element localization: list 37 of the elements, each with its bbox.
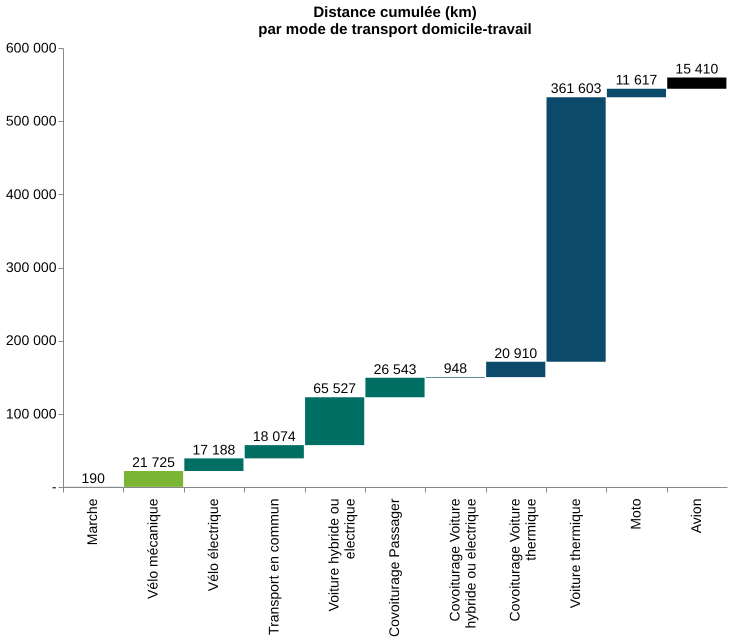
x-tick-label: Voiture thermique: [567, 498, 584, 608]
bar: [486, 362, 546, 378]
y-tick-label: 200 000: [6, 332, 57, 348]
x-tick-label: Transport en commun: [265, 498, 282, 635]
x-tick-label: Voiture hybride ou electrique: [326, 498, 358, 612]
data-label: 18 074: [252, 428, 296, 444]
x-tick-label: Covoiturage Passager: [386, 498, 402, 638]
bar: [184, 458, 244, 471]
y-tick-label: 300 000: [6, 259, 57, 275]
data-label: 361 603: [550, 80, 602, 96]
bar: [667, 77, 726, 89]
data-label: 17 188: [192, 441, 236, 458]
x-tick-label: Vélo mécanique: [144, 498, 161, 599]
bar: [124, 470, 184, 487]
data-label: 65 527: [313, 380, 356, 396]
data-label: 26 543: [374, 360, 417, 377]
bar: [546, 97, 606, 362]
bar: [606, 88, 666, 98]
data-label: 190: [82, 470, 106, 486]
bar: [244, 445, 304, 458]
x-tick-label: Avion: [688, 498, 704, 534]
y-tick-label: 500 000: [6, 112, 57, 129]
bar: [365, 378, 425, 398]
x-tick-label: Vélo électrique: [204, 498, 221, 592]
data-label: 20 910: [494, 344, 538, 361]
y-tick-label: 600 000: [6, 40, 57, 56]
bar: [305, 397, 364, 446]
x-tick-label: Moto: [627, 498, 644, 530]
y-tick-label: -: [52, 478, 57, 494]
data-label: 15 410: [675, 60, 718, 76]
data-label: 948: [444, 360, 468, 376]
chart-title: Distance cumulée (km) par mode de transport domicile-travail: [258, 4, 532, 38]
data-label: 11 617: [616, 72, 658, 88]
y-tick-label: 400 000: [6, 186, 57, 202]
data-label: 21 725: [132, 454, 176, 470]
x-tick-label: Marche: [84, 498, 100, 546]
y-tick-label: 100 000: [6, 405, 57, 422]
